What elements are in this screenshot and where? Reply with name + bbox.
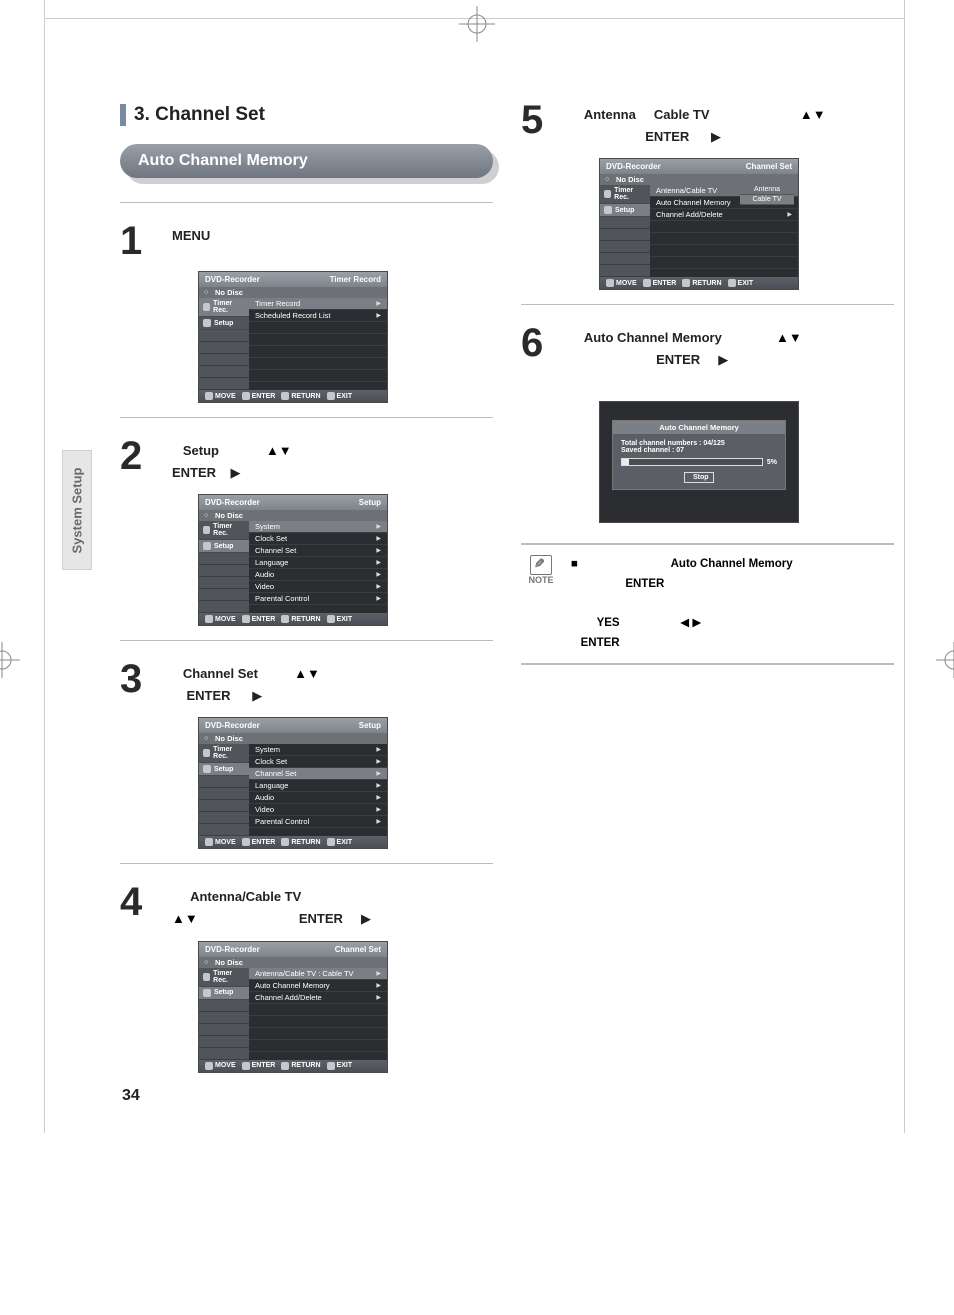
step-number: 4 [120,882,154,922]
step-4-antenna-cable: Antenna/Cable TV [190,889,301,904]
step-6-auto-channel: Auto Channel Memory [584,330,722,345]
play-right-icon: ▶ [711,129,721,144]
step-number: 2 [120,436,154,476]
gear-icon [203,319,211,327]
chevron-right-icon: ▶ [376,300,381,307]
section-title: 3. Channel Set [134,104,265,126]
step-number: 6 [521,323,555,363]
osd-mode: Timer Record [330,275,381,284]
play-right-icon: ▶ [252,688,262,703]
osd-side-setup[interactable]: Setup [199,317,249,330]
osd-option-cable[interactable]: Cable TV [740,195,794,205]
gear-icon [203,542,211,550]
timer-icon [203,303,210,311]
timer-icon [203,526,210,534]
popup-title: Auto Channel Memory [613,421,785,434]
note-text: ■ Auto Channel Memory ENTER YES ◀ ▶ ENTE… [571,555,793,653]
osd-row-channel-add[interactable]: Channel Add/Delete▶ [249,992,387,1004]
osd-row-auto-channel[interactable]: Auto Channel Memory▶ [249,980,387,992]
osd-timer-record: DVD-Recorder Timer Record No Disc Timer R… [198,271,388,403]
stop-button[interactable]: Stop [684,472,714,483]
play-right-icon: ▶ [718,352,728,367]
osd-row-scheduled[interactable]: Scheduled Record List▶ [249,310,387,322]
updown-arrows-icon: ▲▼ [776,330,802,345]
osd-row-clock[interactable]: Clock Set▶ [249,533,387,545]
osd-side-setup[interactable]: Setup [199,540,249,553]
step-1-menu: MENU [172,228,210,243]
osd-row-channel[interactable]: Channel Set▶ [249,545,387,557]
osd-side-timer[interactable]: Timer Rec. [199,521,249,540]
osd-row-audio[interactable]: Audio▶ [249,569,387,581]
osd-footer: MOVE ENTER RETURN EXIT [199,390,387,402]
osd-title: DVD-Recorder [205,275,260,284]
osd-channel-set-menu: DVD-RecorderChannel Set No Disc Timer Re… [198,941,388,1073]
play-right-icon: ▶ [361,911,371,926]
banner-auto-channel-memory: Auto Channel Memory [120,144,493,178]
section-marker-icon [120,104,126,126]
step-2-setup: Setup [183,443,219,458]
page-number: 34 [122,1087,140,1105]
updown-arrows-icon: ▲▼ [294,666,320,681]
updown-arrows-icon: ▲▼ [172,911,198,926]
step-number: 1 [120,221,154,261]
enter-icon [242,392,250,400]
osd-option-antenna[interactable]: Antenna [740,185,794,195]
chevron-right-icon: ▶ [376,312,381,319]
osd-setup-channelset: DVD-RecorderSetup No Disc Timer Rec. Set… [198,717,388,849]
osd-options-popup: Antenna Cable TV [740,185,794,205]
osd-row-channel-highlight[interactable]: Channel Set▶ [249,768,387,780]
progress-percent: 5% [767,459,777,466]
return-icon [281,392,289,400]
osd-setup-system: DVD-RecorderSetup No Disc Timer Rec. Set… [198,494,388,626]
progress-bar [621,458,763,466]
note-label: NOTE [528,575,553,585]
step-2-enter: ENTER [172,465,216,480]
move-icon [205,392,213,400]
step-5-antenna: Antenna [584,107,636,122]
step-number: 5 [521,100,555,140]
exit-icon [327,392,335,400]
popup-saved-channel: Saved channel : 07 [621,447,777,454]
leftright-arrows-icon: ◀ ▶ [680,617,701,629]
osd-row-antenna-cable[interactable]: Antenna/Cable TV : Cable TV▶ [249,968,387,980]
popup-total-channels: Total channel numbers : 04/125 [621,440,777,447]
osd-row-language[interactable]: Language▶ [249,557,387,569]
osd-row-timer-record[interactable]: Timer Record▶ [249,298,387,310]
osd-channel-set-options: DVD-RecorderChannel Set No Disc Timer Re… [599,158,799,290]
step-3-channel-set: Channel Set [183,666,258,681]
osd-row-system[interactable]: System▶ [249,521,387,533]
step-number: 3 [120,659,154,699]
play-right-icon: ▶ [231,465,241,480]
osd-auto-channel-progress: Auto Channel Memory Total channel number… [599,401,799,523]
updown-arrows-icon: ▲▼ [266,443,292,458]
osd-no-disc: No Disc [199,287,387,298]
osd-row-parental[interactable]: Parental Control▶ [249,593,387,605]
osd-side-timer[interactable]: Timer Rec. [199,298,249,317]
note-icon [530,555,552,575]
osd-row-video[interactable]: Video▶ [249,581,387,593]
step-5-cable: Cable TV [654,107,710,122]
updown-arrows-icon: ▲▼ [800,107,826,122]
